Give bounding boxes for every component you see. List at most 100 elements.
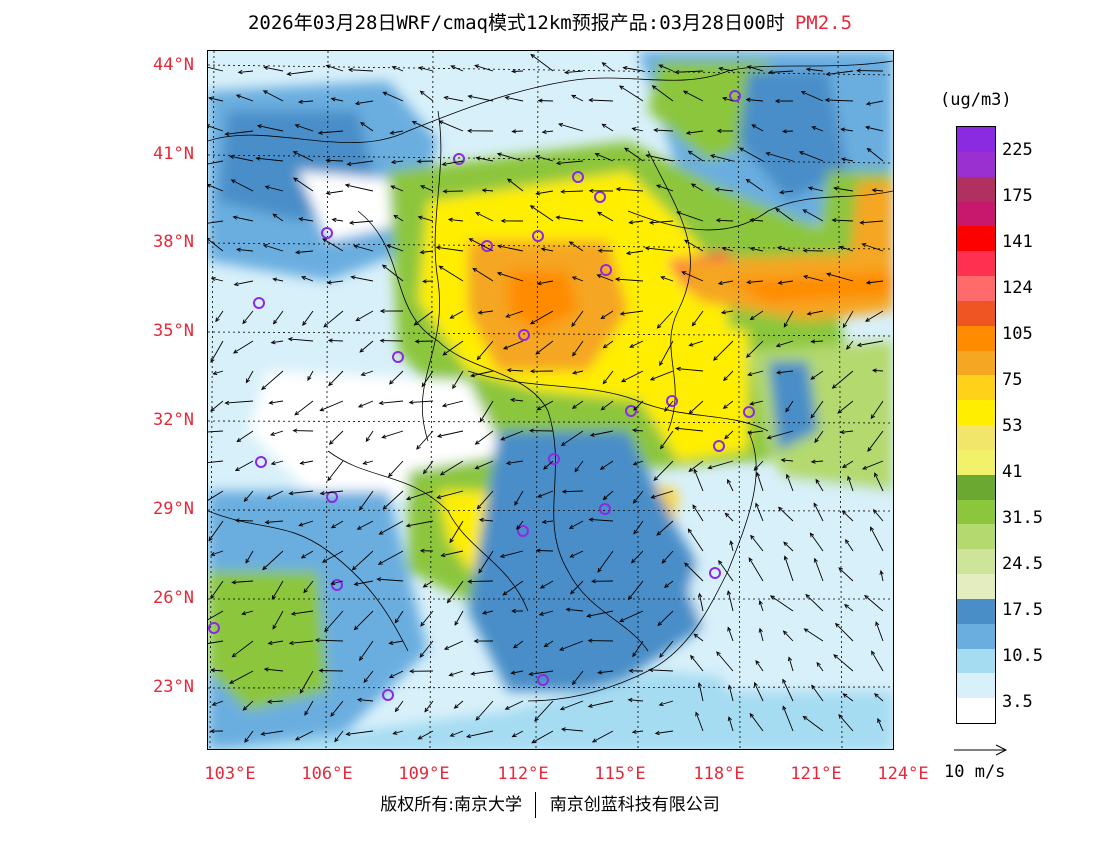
wind-arrowhead (271, 595, 276, 601)
wind-arrowhead (208, 237, 211, 242)
wind-arrowhead (755, 502, 760, 508)
wind-arrowhead (625, 250, 631, 256)
wind-arrowhead (327, 338, 333, 343)
city-n (743, 406, 755, 418)
wind-vector (437, 490, 464, 499)
legend-swatch (957, 201, 995, 227)
wind-vector (334, 730, 344, 742)
wind-arrowhead (307, 376, 312, 382)
wind-vector (418, 730, 434, 740)
wind-arrowhead (442, 351, 448, 356)
wind-arrowhead (596, 211, 602, 216)
wind-vector (439, 120, 464, 132)
city-l (666, 395, 678, 407)
wind-arrowhead (568, 524, 574, 529)
wind-arrowhead (496, 271, 502, 276)
wind-arrowhead (766, 435, 772, 440)
wind-vector (801, 91, 824, 102)
forecast-map[interactable] (207, 50, 894, 750)
wind-arrowhead (416, 159, 422, 164)
legend-label: 175 (1002, 186, 1033, 206)
wind-arrowhead (481, 610, 487, 615)
wind-arrowhead (294, 736, 300, 741)
wind-vector (326, 159, 344, 162)
wind-vector (755, 503, 764, 522)
wind-vector (503, 340, 524, 350)
wind-vector (287, 70, 314, 75)
wind-vector (208, 66, 224, 72)
wind-arrowhead (235, 94, 241, 99)
wind-arrowhead (688, 342, 694, 347)
wind-vector (497, 153, 524, 162)
wind-vector (597, 550, 614, 573)
wind-vector (442, 340, 464, 356)
wind-arrowhead (776, 246, 782, 251)
wind-vector (359, 490, 374, 511)
wind-arrowhead (441, 403, 447, 408)
wind-vector (751, 124, 764, 132)
wind-vector (728, 716, 734, 732)
wind-vector (231, 179, 254, 192)
wind-vector (597, 274, 614, 282)
wind-arrowhead (537, 98, 543, 103)
wind-arrowhead (745, 97, 751, 102)
wind-vector (444, 640, 464, 650)
wind-arrowhead (496, 244, 503, 249)
wind-vector (835, 623, 854, 642)
wind-vector (360, 122, 374, 132)
wind-vector (358, 400, 374, 408)
lat-label-35: 35°N (153, 321, 194, 341)
wind-vector (722, 247, 734, 252)
wind-arrowhead (391, 65, 397, 70)
wind-arrowhead (594, 153, 600, 157)
wind-arrowhead (381, 264, 387, 269)
lat-label-44: 44°N (153, 55, 194, 75)
wind-arrowhead (245, 558, 250, 564)
wind-arrowhead (467, 579, 472, 584)
wind-vector (440, 460, 464, 476)
wind-vector (475, 700, 494, 721)
wind-arrowhead (449, 538, 454, 544)
wind-arrowhead (571, 276, 577, 281)
wind-arrowhead (345, 731, 351, 737)
wind-vector (301, 550, 314, 559)
wind-arrowhead (813, 557, 818, 563)
wind-vector (449, 670, 464, 676)
wind-arrowhead (541, 129, 547, 135)
wind-arrowhead (555, 215, 561, 220)
wind-vector (874, 693, 884, 702)
wind-vector (556, 216, 584, 222)
wind-vector (235, 519, 254, 522)
wind-vector (320, 400, 344, 412)
wind-vector (843, 310, 854, 328)
wind-arrowhead (474, 440, 480, 445)
wind-vector (392, 66, 404, 72)
wind-arrowhead (529, 205, 535, 210)
wind-arrowhead (236, 437, 242, 443)
wind-vector (213, 370, 224, 375)
wind-vector (664, 580, 674, 588)
wind-arrowhead (261, 385, 266, 391)
wind-arrowhead (394, 618, 399, 624)
wind-vector (232, 640, 254, 658)
legend-swatch (957, 425, 995, 451)
wind-vector (409, 400, 434, 404)
wind-arrowhead (787, 656, 793, 662)
wind-vector (780, 190, 794, 194)
wind-arrowhead (874, 693, 879, 698)
wind-vector (778, 280, 794, 284)
wind-arrowhead (539, 584, 545, 589)
wind-arrowhead (588, 188, 594, 194)
wind-arrowhead (419, 652, 425, 658)
wind-vector (590, 430, 614, 436)
wind-arrowhead (350, 275, 356, 280)
wind-vector (293, 151, 314, 162)
wind-arrowhead (653, 128, 659, 133)
title-main: 2026年03月28日WRF/cmaq模式12km预报产品:03月28日00时 (247, 12, 785, 34)
wind-vector (600, 310, 614, 319)
wind-arrowhead (693, 633, 699, 639)
wind-vector (750, 247, 764, 252)
wind-arrowhead (690, 654, 695, 660)
wind-vector (379, 400, 404, 404)
city-q (255, 456, 267, 468)
